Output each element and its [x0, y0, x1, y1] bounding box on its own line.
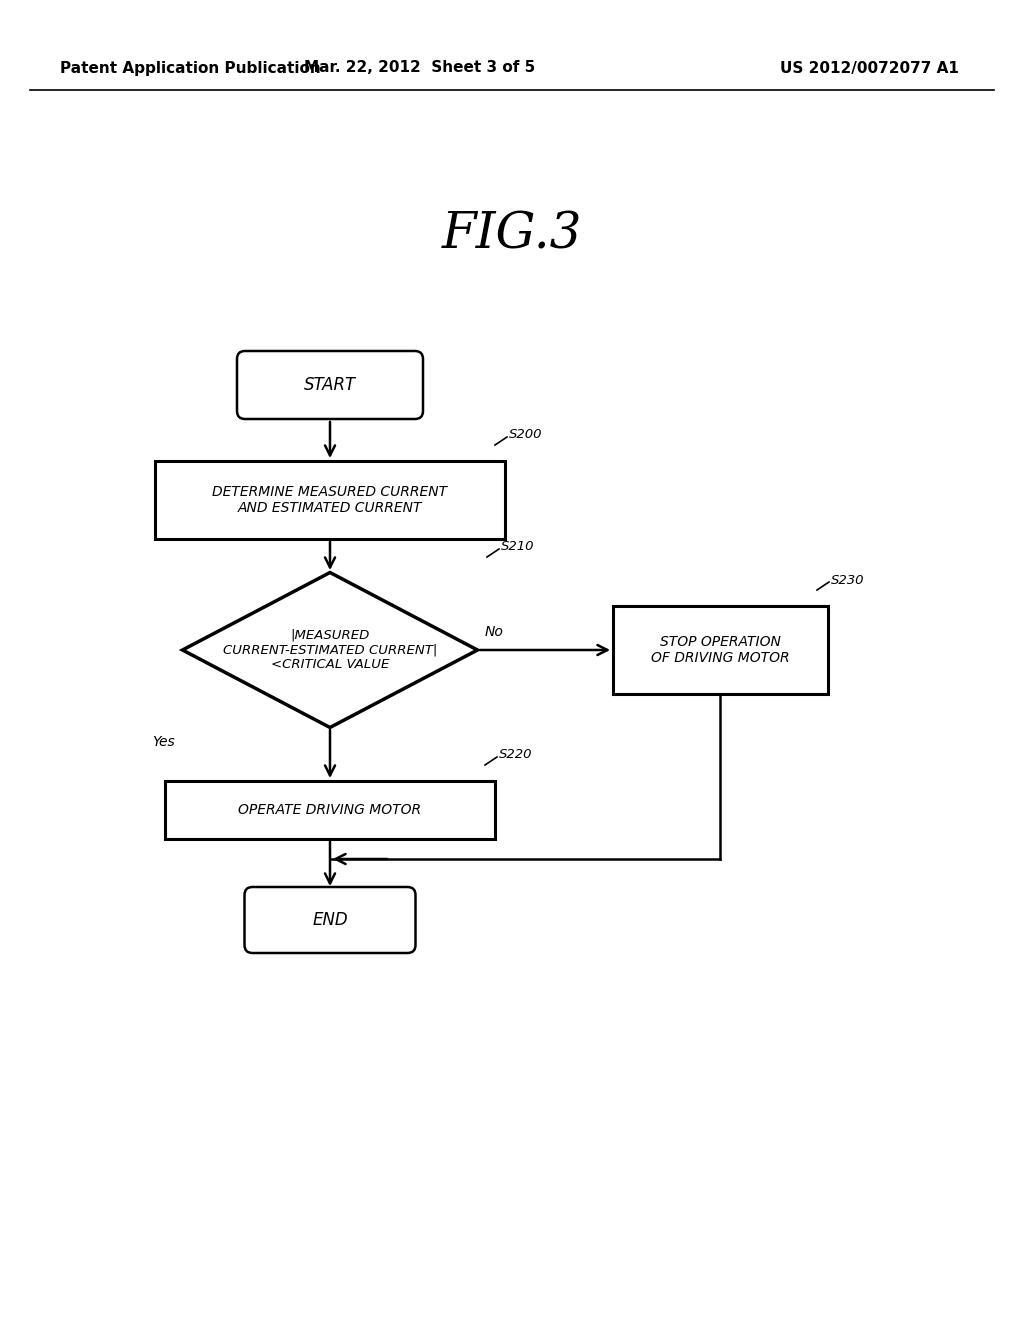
Bar [612, 606, 827, 694]
Text: S230: S230 [831, 573, 864, 586]
Bar [165, 781, 495, 840]
Text: Mar. 22, 2012  Sheet 3 of 5: Mar. 22, 2012 Sheet 3 of 5 [304, 61, 536, 75]
Text: |MEASURED
CURRENT-ESTIMATED CURRENT|
<CRITICAL VALUE: |MEASURED CURRENT-ESTIMATED CURRENT| <CR… [223, 628, 437, 672]
Text: FIG.3: FIG.3 [441, 210, 583, 260]
FancyBboxPatch shape [237, 351, 423, 418]
Text: DETERMINE MEASURED CURRENT
AND ESTIMATED CURRENT: DETERMINE MEASURED CURRENT AND ESTIMATED… [212, 484, 447, 515]
FancyBboxPatch shape [245, 887, 416, 953]
Text: US 2012/0072077 A1: US 2012/0072077 A1 [780, 61, 958, 75]
Text: S220: S220 [499, 748, 532, 762]
Text: END: END [312, 911, 348, 929]
Text: OPERATE DRIVING MOTOR: OPERATE DRIVING MOTOR [239, 803, 422, 817]
Text: STOP OPERATION
OF DRIVING MOTOR: STOP OPERATION OF DRIVING MOTOR [650, 635, 790, 665]
Text: Patent Application Publication: Patent Application Publication [60, 61, 321, 75]
Text: Yes: Yes [153, 735, 175, 748]
Polygon shape [182, 573, 477, 727]
Text: S200: S200 [509, 429, 543, 441]
Bar [155, 461, 505, 539]
Text: START: START [304, 376, 356, 393]
Text: S210: S210 [501, 540, 535, 553]
Text: No: No [485, 624, 504, 639]
